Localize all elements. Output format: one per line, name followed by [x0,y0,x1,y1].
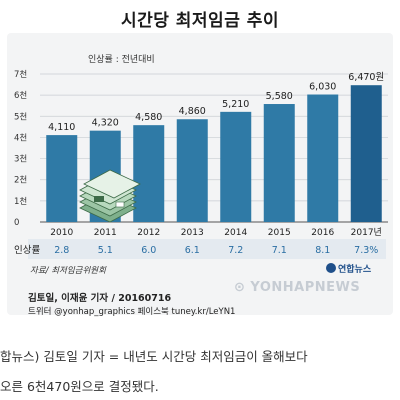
value-label: 4,110 [48,122,75,133]
value-label: 4,580 [135,112,162,123]
chart-subtitle: 인상률 : 전년대비 [88,55,155,65]
bar [350,85,382,222]
chart-area: 4,110 4,320 4,580 4,860 5,210 5,580 6,030 6,470… [7,33,393,315]
y-tick-label: 5천 [14,111,27,122]
rate-value: 6.1 [185,245,200,256]
credit-line-1: 김토일, 이재윤 기자 / 20160716 [28,293,172,304]
value-label: 6,470원 [348,72,384,83]
x-tick-label: 2011 [94,228,117,238]
rate-value: 8.1 [315,245,330,256]
rate-value: 5.1 [98,245,113,256]
credit-line-2: 트위터 @yonhap_graphics 페이스북 tuney.kr/LeYN1 [28,307,236,317]
x-tick-label: 2016 [311,228,334,238]
bar [220,111,252,222]
rate-row-label: 인상률 [14,245,40,256]
bar [133,125,165,222]
x-tick-label: 2015 [268,228,291,238]
chart-title: 시간당 최저임금 추이 [120,11,280,31]
article-line-1: 합뉴스) 김토일 기자 = 내년도 시간당 최저임금이 올해보다 [0,349,308,364]
article-line-2: 오른 6천470원으로 결정됐다. [0,379,159,394]
y-tick-label: 7천 [14,69,27,80]
y-tick-label: 1천 [14,196,27,207]
y-tick-label: 3천 [14,154,27,165]
rate-value: 7.2 [228,245,243,256]
rate-value: 7.3% [354,245,378,256]
rate-value: 7.1 [272,245,287,256]
value-label: 5,210 [222,99,249,110]
value-label: 4,320 [92,118,119,129]
y-tick-label: 2천 [14,175,27,186]
x-tick-label: 2012 [137,228,160,238]
source-note: 자료/ 최저임금위원회 [30,266,106,276]
brand-icon [326,263,336,273]
rate-strip [28,239,386,259]
brand-logo: 연합뉴스 [326,262,371,275]
bar [307,94,339,222]
money-stack-illustration [79,169,141,223]
rate-value: 2.8 [54,245,69,256]
bar [263,104,295,222]
x-tick-label: 2013 [181,228,204,238]
bar [46,135,78,222]
rate-value: 6.0 [141,245,156,256]
value-label: 6,030 [309,82,336,93]
bar [176,119,208,222]
value-label: 5,580 [266,91,293,102]
brand-name: 연합뉴스 [338,265,372,275]
watermark: ⊙ YONHAPNEWS [234,280,361,295]
x-tick-label: 2014 [224,228,247,238]
value-label: 4,860 [179,106,206,117]
y-tick-label: 4천 [14,132,27,143]
y-tick-label: 0 [14,218,19,228]
x-tick-label: 2017년 [351,227,382,238]
y-tick-label: 6천 [14,90,27,101]
x-tick-label: 2010 [50,228,73,238]
